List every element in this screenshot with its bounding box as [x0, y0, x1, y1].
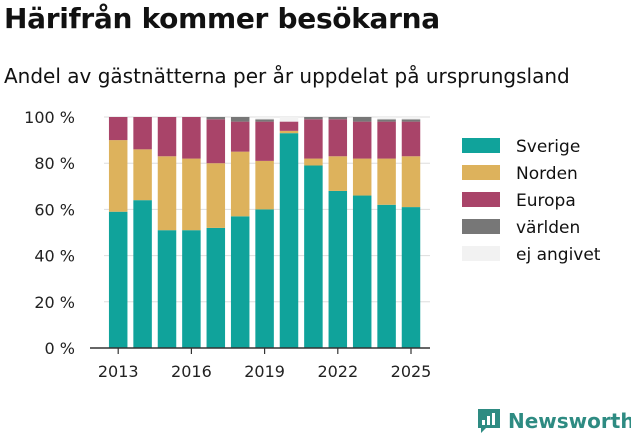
legend-item: ej angivet — [462, 245, 601, 265]
bar-segment — [401, 156, 421, 208]
bar-stack — [255, 117, 274, 348]
bar-stack — [352, 117, 372, 348]
x-tick-label: 2025 — [391, 362, 432, 381]
bar-segment — [377, 117, 396, 120]
y-tick-label: 20 % — [34, 293, 75, 312]
bar-segment — [133, 200, 152, 348]
x-tick-label: 2022 — [317, 362, 358, 381]
bar-segment — [133, 117, 152, 150]
bar-segment — [133, 149, 152, 201]
bar-segment — [401, 117, 421, 120]
legend-item: världen — [462, 218, 580, 238]
chart-title: Härifrån kommer besökarna — [4, 2, 440, 35]
legend-swatch — [462, 192, 500, 207]
brand-name: Newsworthy — [508, 409, 631, 433]
bar-segment — [377, 119, 396, 122]
bar-segment — [328, 156, 348, 191]
bar-segment — [182, 158, 201, 231]
bar-segment — [304, 165, 323, 348]
legend-label: Europa — [516, 191, 576, 211]
legend-label: Norden — [516, 164, 578, 184]
bar-segment — [182, 230, 201, 348]
brand-logo: Newsworthy — [476, 404, 631, 438]
bar-stack — [377, 117, 396, 348]
bar-segment — [108, 211, 128, 348]
bar-segment — [182, 117, 201, 159]
bar-stack — [279, 117, 299, 348]
legend-label: världen — [516, 218, 580, 238]
bar-stack — [304, 117, 323, 348]
legend-item: Sverige — [462, 137, 580, 157]
bar-segment — [206, 227, 226, 348]
bar-stack — [182, 117, 201, 348]
bar-segment — [255, 160, 274, 210]
bar-segment — [206, 117, 226, 120]
y-tick-label: 0 % — [45, 339, 75, 358]
y-tick-label: 100 % — [24, 108, 75, 127]
bar-segment — [304, 119, 323, 159]
legend-swatch — [462, 219, 500, 234]
bar-stack — [157, 117, 177, 348]
bar-segment — [108, 117, 128, 141]
legend-item: Norden — [462, 164, 578, 184]
bar-segment — [255, 119, 274, 122]
bar-segment — [279, 117, 299, 122]
y-tick-label: 40 % — [34, 247, 75, 266]
bar-stack — [401, 117, 421, 348]
bar-segment — [157, 117, 177, 157]
y-tick-label: 80 % — [34, 154, 75, 173]
bar-segment — [279, 121, 299, 131]
legend-item: Europa — [462, 191, 576, 211]
bar-segment — [255, 121, 274, 161]
bar-segment — [328, 117, 348, 120]
x-tick-label: 2016 — [171, 362, 212, 381]
newsworthy-logo-icon — [478, 409, 500, 433]
bar-segment — [352, 121, 372, 159]
legend-swatch — [462, 246, 500, 261]
bar-segment — [279, 133, 299, 348]
bar-segment — [230, 216, 250, 348]
bar-segment — [352, 117, 372, 122]
bar-stack — [133, 117, 152, 348]
bar-segment — [206, 119, 226, 164]
bar-segment — [401, 121, 421, 157]
bar-segment — [377, 121, 396, 159]
bar-stack — [230, 117, 250, 348]
bar-segment — [352, 195, 372, 348]
legend-swatch — [462, 138, 500, 153]
bar-segment — [304, 117, 323, 120]
bar-segment — [230, 151, 250, 217]
bar-segment — [328, 190, 348, 348]
bar-segment — [377, 204, 396, 348]
legend-swatch — [462, 165, 500, 180]
x-tick-label: 2013 — [98, 362, 139, 381]
x-tick-label: 2019 — [244, 362, 285, 381]
bar-segment — [352, 158, 372, 196]
bar-segment — [279, 130, 299, 134]
bar-segment — [255, 117, 274, 120]
legend-label: ej angivet — [516, 245, 601, 265]
bar-segment — [401, 207, 421, 348]
bar-stack — [108, 117, 128, 348]
bar-segment — [255, 209, 274, 348]
bar-stack — [206, 117, 226, 348]
legend-label: Sverige — [516, 137, 580, 157]
bar-segment — [304, 158, 323, 166]
bar-segment — [206, 163, 226, 228]
bar-stack — [328, 117, 348, 348]
bar-segment — [157, 230, 177, 348]
bar-segment — [401, 119, 421, 122]
bar-segment — [230, 121, 250, 152]
chart-subtitle: Andel av gästnätterna per år uppdelat på… — [4, 64, 570, 88]
y-tick-label: 60 % — [34, 200, 75, 219]
bar-segment — [328, 119, 348, 157]
bar-segment — [230, 117, 250, 122]
bar-segment — [108, 140, 128, 212]
bar-segment — [377, 158, 396, 205]
bar-segment — [157, 156, 177, 231]
